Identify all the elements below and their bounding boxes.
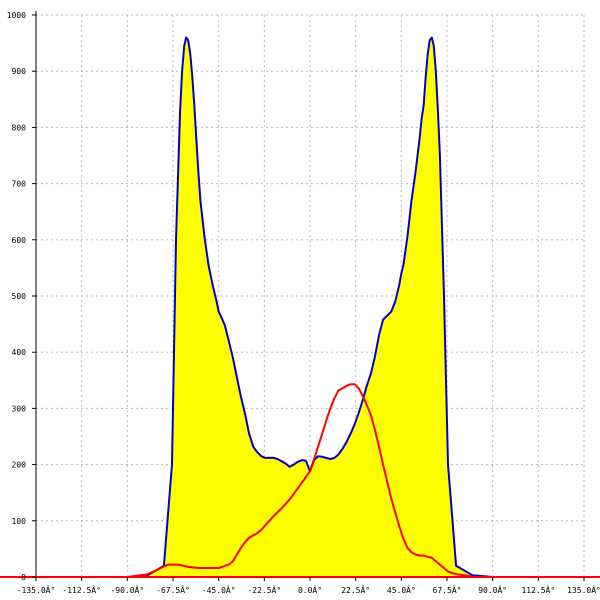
x-tick-label: -90.0Â°: [110, 584, 144, 595]
series-layer: [36, 36, 584, 578]
y-tick-label: 100: [12, 517, 27, 526]
tick-labels: -135.0Â° -112.5Â° -90.0Â° -67.5Â° -45.0Â° -22…: [7, 11, 600, 595]
x-tick-label: 22.5Â°: [341, 584, 370, 595]
y-tick-label: 0: [21, 573, 26, 582]
y-tick-label: 700: [12, 180, 27, 189]
x-tick-label: 0.0Â°: [298, 584, 322, 595]
y-tick-label: 600: [12, 236, 27, 245]
series-area-fill: [36, 37, 584, 577]
y-tick-label: 400: [12, 348, 27, 357]
series-line-red: [36, 383, 584, 578]
axes: [0, 11, 600, 581]
y-tick-label: 900: [12, 67, 27, 76]
x-tick-label: -112.5Â°: [62, 584, 101, 595]
x-tick-label: 45.0Â°: [387, 584, 416, 595]
y-tick-label: 800: [12, 123, 27, 132]
x-tick-label: -67.5Â°: [156, 584, 190, 595]
x-tick-label: -22.5Â°: [247, 584, 281, 595]
x-tick-label: 90.0Â°: [478, 584, 507, 595]
y-tick-label: 300: [12, 404, 27, 413]
x-tick-label: -45.0Â°: [202, 584, 236, 595]
x-tick-label: 67.5Â°: [433, 584, 462, 595]
y-tick-label: 1000: [7, 11, 26, 20]
y-tick-label: 200: [12, 461, 27, 470]
x-tick-label: 112.5Â°: [521, 584, 555, 595]
x-tick-label: 135.0Â°: [567, 584, 600, 595]
y-tick-label: 500: [12, 292, 27, 301]
x-tick-label: -135.0Â°: [17, 584, 56, 595]
